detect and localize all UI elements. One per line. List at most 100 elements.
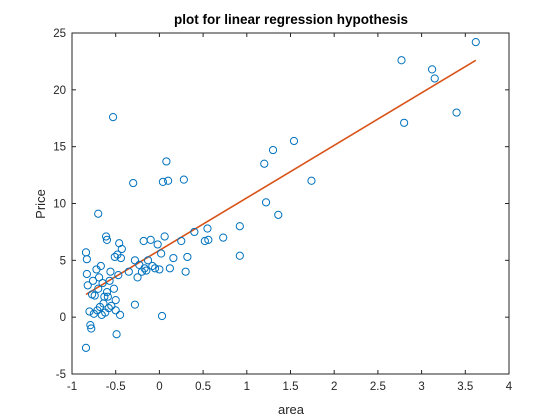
data-point	[200, 236, 209, 246]
data-point	[153, 240, 162, 249]
data-point	[158, 177, 167, 187]
y-tick-label: 0	[60, 312, 66, 324]
data-point	[260, 159, 269, 168]
data-point	[83, 281, 92, 290]
plot-box	[71, 32, 510, 375]
x-ticks: -1 -0.5 0 0.5 1 1.5 2 2.5 3 3.5 4	[67, 33, 513, 393]
data-point	[143, 256, 153, 265]
data-point	[109, 284, 119, 293]
y-axis-label: Price	[33, 189, 48, 219]
data-point	[177, 236, 186, 246]
data-point	[169, 253, 178, 263]
data-point	[179, 175, 188, 184]
data-point	[397, 56, 406, 65]
data-point	[204, 235, 213, 244]
regression-line-group	[85, 59, 477, 296]
axes	[71, 32, 510, 375]
data-point	[133, 273, 142, 282]
y-ticks: -5 0 5 10 15 20 25	[53, 28, 509, 381]
data-point	[162, 157, 171, 166]
data-point	[157, 249, 166, 258]
data-point	[103, 292, 112, 301]
data-point	[155, 265, 164, 274]
data-point	[219, 233, 228, 242]
data-point	[164, 176, 173, 185]
data-point	[452, 108, 461, 117]
data-point	[400, 118, 409, 127]
data-point	[116, 253, 126, 263]
data-point	[140, 264, 149, 273]
data-point	[108, 113, 118, 122]
y-tick-label: 25	[53, 28, 66, 40]
data-point	[82, 269, 91, 279]
x-tick-label: 2	[331, 381, 337, 393]
y-tick-label: 20	[53, 85, 66, 97]
data-point	[117, 244, 126, 254]
data-point	[102, 288, 112, 297]
data-point	[235, 251, 244, 260]
y-tick-label: 5	[60, 255, 66, 267]
data-points	[81, 37, 480, 352]
data-point	[430, 74, 439, 83]
data-point	[130, 300, 140, 309]
data-point	[471, 37, 480, 47]
data-point	[148, 261, 157, 271]
data-point	[112, 330, 121, 339]
data-point	[146, 235, 155, 244]
data-point	[183, 252, 192, 262]
data-point	[165, 264, 174, 273]
x-tick-label: -1	[67, 381, 77, 393]
data-point	[111, 296, 120, 305]
x-axis-label: area	[278, 402, 305, 417]
chart-title: plot for linear regression hypothesis	[174, 12, 408, 27]
x-tick-label: 1	[244, 381, 250, 393]
x-tick-label: 4	[506, 381, 513, 393]
x-tick-label: 3.5	[457, 381, 473, 393]
data-point	[87, 324, 96, 333]
data-point	[129, 178, 138, 188]
data-point	[107, 301, 116, 310]
data-point	[139, 236, 148, 246]
data-point	[427, 65, 437, 74]
y-tick-label: -5	[56, 369, 66, 381]
regression-line	[85, 59, 477, 296]
data-point	[307, 176, 316, 185]
y-tick-label: 10	[53, 199, 66, 211]
data-point	[190, 227, 199, 237]
data-point	[130, 256, 140, 265]
data-point	[94, 284, 103, 293]
data-point	[235, 222, 244, 231]
data-point	[111, 306, 120, 315]
data-point	[157, 311, 167, 321]
data-point	[261, 198, 271, 207]
data-point	[289, 136, 299, 146]
data-point	[268, 145, 278, 155]
x-tick-label: 2.5	[370, 381, 386, 393]
data-point	[124, 267, 133, 276]
x-tick-label: 3	[418, 381, 424, 393]
data-point	[115, 310, 125, 319]
data-point	[160, 232, 169, 241]
data-point	[100, 292, 109, 301]
data-point	[85, 307, 94, 316]
data-point	[96, 261, 105, 271]
data-point	[181, 267, 190, 276]
x-tick-label: 1.5	[283, 381, 299, 393]
data-point	[106, 267, 115, 276]
data-point	[142, 266, 151, 275]
data-point	[82, 255, 91, 264]
data-point	[102, 235, 112, 244]
data-point	[90, 291, 99, 300]
data-point	[81, 248, 91, 257]
x-tick-label: -0.5	[106, 381, 126, 393]
y-tick-label: 15	[53, 142, 66, 154]
data-point	[105, 276, 114, 285]
data-point	[81, 343, 91, 352]
data-point	[114, 271, 123, 280]
x-tick-label: 0	[156, 381, 162, 393]
data-point	[88, 276, 98, 285]
data-point	[86, 321, 95, 330]
data-point	[274, 210, 283, 219]
data-point	[101, 232, 111, 241]
